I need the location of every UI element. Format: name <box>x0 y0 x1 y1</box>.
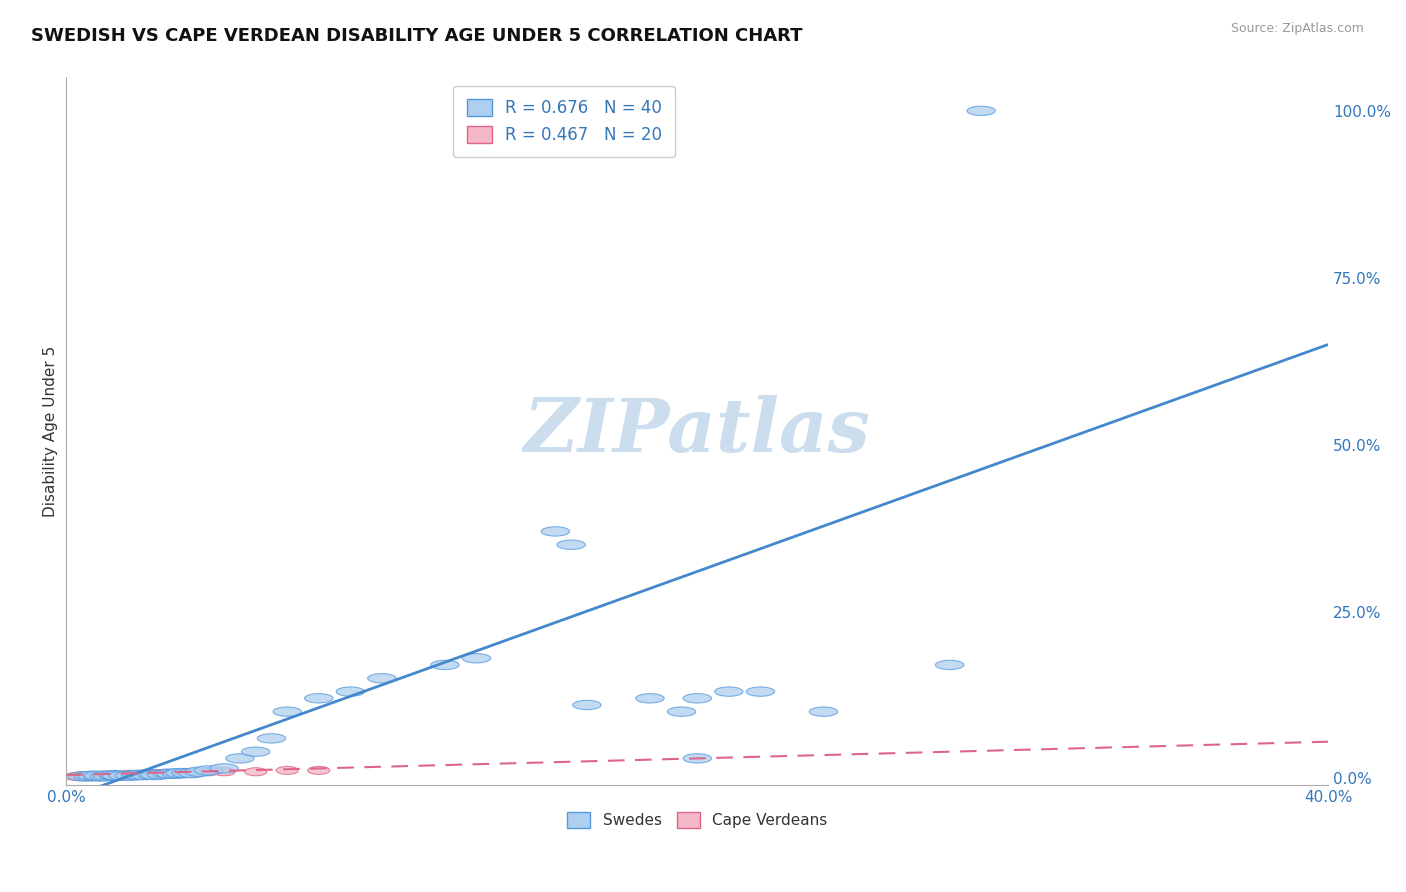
Ellipse shape <box>179 768 207 778</box>
Ellipse shape <box>100 771 128 780</box>
Ellipse shape <box>72 772 93 780</box>
Ellipse shape <box>84 771 112 780</box>
Ellipse shape <box>103 771 131 780</box>
Ellipse shape <box>125 771 153 780</box>
Ellipse shape <box>935 660 965 670</box>
Legend: Swedes, Cape Verdeans: Swedes, Cape Verdeans <box>561 805 834 834</box>
Ellipse shape <box>242 747 270 756</box>
Ellipse shape <box>308 766 330 774</box>
Ellipse shape <box>65 772 87 780</box>
Ellipse shape <box>305 694 333 703</box>
Ellipse shape <box>84 772 112 781</box>
Ellipse shape <box>572 700 602 710</box>
Ellipse shape <box>80 772 103 780</box>
Ellipse shape <box>163 769 191 779</box>
Ellipse shape <box>166 768 194 778</box>
Ellipse shape <box>668 707 696 716</box>
Ellipse shape <box>541 527 569 536</box>
Text: SWEDISH VS CAPE VERDEAN DISABILITY AGE UNDER 5 CORRELATION CHART: SWEDISH VS CAPE VERDEAN DISABILITY AGE U… <box>31 27 803 45</box>
Ellipse shape <box>430 660 460 670</box>
Ellipse shape <box>150 770 172 778</box>
Ellipse shape <box>100 771 128 780</box>
Ellipse shape <box>368 673 396 683</box>
Ellipse shape <box>967 106 995 115</box>
Ellipse shape <box>273 707 301 716</box>
Ellipse shape <box>245 768 267 776</box>
Text: ZIPatlas: ZIPatlas <box>524 395 870 467</box>
Ellipse shape <box>75 772 97 780</box>
Ellipse shape <box>112 771 134 779</box>
Ellipse shape <box>122 771 150 780</box>
Ellipse shape <box>90 772 118 781</box>
Ellipse shape <box>209 764 239 773</box>
Ellipse shape <box>166 769 188 777</box>
Ellipse shape <box>67 772 97 781</box>
Ellipse shape <box>747 687 775 697</box>
Ellipse shape <box>115 771 143 780</box>
Ellipse shape <box>75 772 103 781</box>
Ellipse shape <box>138 770 166 779</box>
Ellipse shape <box>143 770 166 778</box>
Ellipse shape <box>226 754 254 763</box>
Ellipse shape <box>463 654 491 663</box>
Ellipse shape <box>146 770 176 779</box>
Ellipse shape <box>572 106 602 115</box>
Ellipse shape <box>714 687 742 697</box>
Ellipse shape <box>181 769 204 777</box>
Ellipse shape <box>93 771 122 780</box>
Y-axis label: Disability Age Under 5: Disability Age Under 5 <box>44 345 58 516</box>
Ellipse shape <box>125 771 146 779</box>
Ellipse shape <box>557 540 585 549</box>
Ellipse shape <box>87 772 110 780</box>
Ellipse shape <box>636 694 664 703</box>
Ellipse shape <box>77 771 105 780</box>
Ellipse shape <box>172 768 201 778</box>
Ellipse shape <box>257 734 285 743</box>
Ellipse shape <box>118 771 141 779</box>
Ellipse shape <box>197 768 219 776</box>
Ellipse shape <box>276 766 298 774</box>
Ellipse shape <box>131 771 159 780</box>
Ellipse shape <box>336 687 364 697</box>
Ellipse shape <box>214 768 235 776</box>
Ellipse shape <box>134 770 156 778</box>
Ellipse shape <box>683 754 711 763</box>
Ellipse shape <box>683 694 711 703</box>
Ellipse shape <box>153 769 181 779</box>
Text: Source: ZipAtlas.com: Source: ZipAtlas.com <box>1230 22 1364 36</box>
Ellipse shape <box>156 769 184 779</box>
Ellipse shape <box>810 707 838 716</box>
Ellipse shape <box>194 765 222 775</box>
Ellipse shape <box>103 771 125 779</box>
Ellipse shape <box>110 771 138 780</box>
Ellipse shape <box>184 767 214 776</box>
Ellipse shape <box>93 771 115 779</box>
Ellipse shape <box>141 771 169 780</box>
